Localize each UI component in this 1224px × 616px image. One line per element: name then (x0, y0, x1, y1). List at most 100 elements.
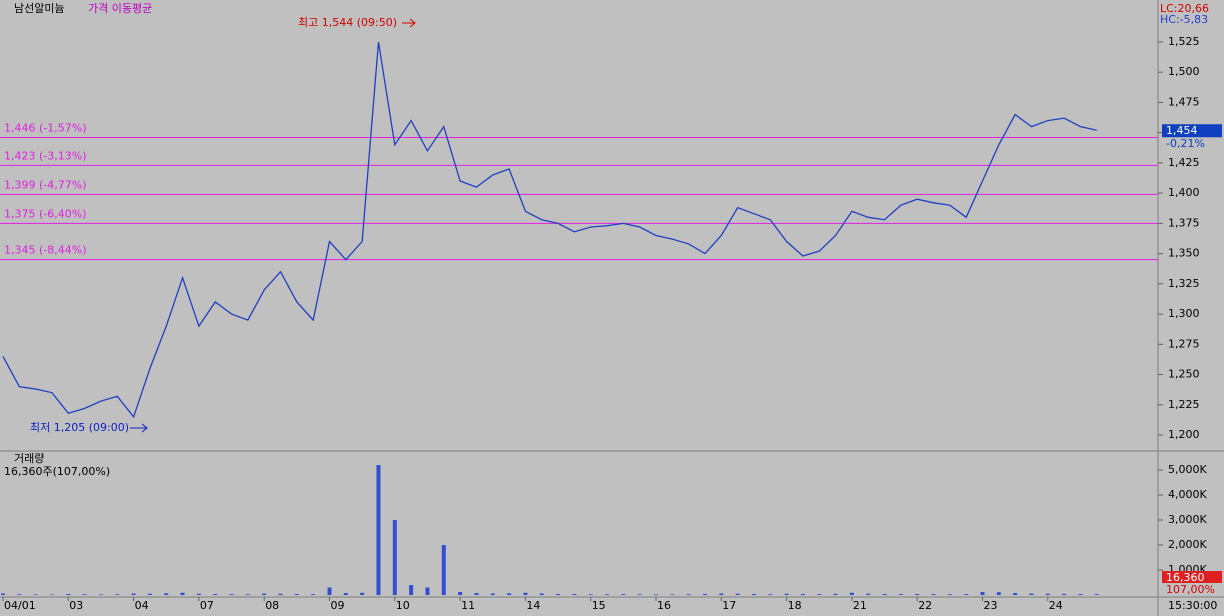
x-tick-label: 08 (265, 599, 279, 612)
volume-bar (1094, 594, 1099, 595)
high-annotation: 최고 1,544 (09:50) (298, 16, 397, 29)
price-line (2, 41, 1097, 419)
volume-bar (360, 592, 365, 595)
volume-bar (409, 585, 414, 595)
y-tick-label: 1,525 (1168, 35, 1200, 48)
reference-label: 1,345 (-8,44%) (4, 244, 86, 257)
x-tick-label: 18 (788, 599, 802, 612)
y-tick-label: 1,375 (1168, 216, 1200, 229)
indicator-name[interactable]: 가격 이동평균 (88, 2, 152, 15)
volume-bar (556, 594, 561, 595)
x-tick-label: 03 (69, 599, 83, 612)
x-tick-label: 16 (657, 599, 671, 612)
volume-bar (702, 594, 707, 595)
x-tick-label: 24 (1049, 599, 1063, 612)
volume-bar (996, 592, 1001, 595)
volume-bar (686, 594, 691, 595)
x-tick-label: 09 (331, 599, 345, 612)
volume-bar (964, 594, 969, 595)
volume-bar (33, 594, 38, 595)
volume-bar (605, 594, 610, 595)
volume-bar (343, 593, 348, 595)
volume-bar (670, 594, 675, 595)
volume-bar (164, 593, 169, 595)
y-tick-label: 1,250 (1168, 368, 1200, 381)
volume-bar (572, 594, 577, 595)
volume-bar (866, 593, 871, 595)
volume-bar (915, 594, 920, 595)
low-annotation: 최저 1,205 (09:00) (30, 421, 129, 434)
volume-bar (213, 594, 218, 595)
volume-bar (82, 594, 87, 595)
x-tick-label: 04/01 (4, 599, 36, 612)
volume-bar (931, 594, 936, 595)
y-tick-label: 1,275 (1168, 337, 1200, 350)
volume-bar (98, 594, 103, 595)
volume-bar (1013, 593, 1018, 595)
volume-bar (327, 587, 332, 595)
volume-bar (980, 592, 985, 595)
volume-bar (800, 594, 805, 595)
volume-bar (898, 594, 903, 595)
volume-bar (294, 594, 299, 595)
volume-bar (735, 593, 740, 595)
volume-bar (441, 545, 446, 595)
reference-label: 1,375 (-6,40%) (4, 207, 86, 220)
volume-bar (229, 594, 234, 595)
arrow (402, 18, 416, 28)
y-tick-label: 1,400 (1168, 186, 1200, 199)
volume-bar (147, 593, 152, 595)
volume-bar (1029, 593, 1034, 595)
volume-subtitle: 16,360주(107,00%) (4, 465, 110, 478)
last-price-box (1162, 124, 1222, 138)
time-label: 15:30:00 (1168, 599, 1217, 612)
x-tick-label: 14 (526, 599, 540, 612)
y-tick-label: 1,475 (1168, 95, 1200, 108)
y-tick-label: 5,000K (1168, 463, 1207, 476)
stock-name[interactable]: 남선알미늄 (14, 1, 65, 15)
volume-bar (262, 593, 267, 595)
reference-label: 1,399 (-4,77%) (4, 178, 86, 191)
volume-bar (833, 593, 838, 595)
y-tick-label: 2,000K (1168, 538, 1207, 551)
volume-bar (1078, 594, 1083, 595)
last-volume-change: 107,00% (1166, 583, 1215, 596)
volume-bar (196, 593, 201, 595)
y-tick-label: 1,500 (1168, 65, 1200, 78)
y-tick-label: 3,000K (1168, 513, 1207, 526)
y-tick-label: 4,000K (1168, 488, 1207, 501)
x-tick-label: 07 (200, 599, 214, 612)
last-price: 1,454 (1166, 124, 1198, 137)
x-tick-label: 21 (853, 599, 867, 612)
volume-bar (474, 593, 479, 595)
volume-bar (1, 593, 5, 595)
x-tick-label: 15 (592, 599, 606, 612)
volume-bar (654, 594, 658, 595)
volume-bar (539, 593, 544, 595)
volume-bar (621, 594, 626, 595)
volume-bar (490, 593, 495, 595)
lc-label: LC:20,66 (1160, 2, 1209, 15)
y-tick-label: 1,300 (1168, 307, 1200, 320)
reference-label: 1,423 (-3,13%) (4, 149, 86, 162)
x-tick-label: 04 (135, 599, 149, 612)
volume-bar (784, 593, 789, 595)
volume-bar (1045, 593, 1050, 595)
y-tick-label: 1,325 (1168, 277, 1200, 290)
x-tick-label: 10 (396, 599, 410, 612)
volume-bar (947, 594, 952, 595)
x-tick-label: 23 (984, 599, 998, 612)
volume-bar (849, 592, 854, 595)
volume-bar (882, 594, 887, 595)
volume-bar (278, 593, 283, 595)
volume-bar (311, 594, 316, 595)
volume-bar (751, 594, 756, 595)
volume-bar (180, 592, 185, 595)
x-tick-label: 11 (461, 599, 475, 612)
y-tick-label: 1,200 (1168, 428, 1200, 441)
volume-bar (425, 587, 430, 595)
volume-bar (131, 593, 136, 595)
x-tick-label: 22 (918, 599, 932, 612)
volume-bar (66, 594, 71, 595)
